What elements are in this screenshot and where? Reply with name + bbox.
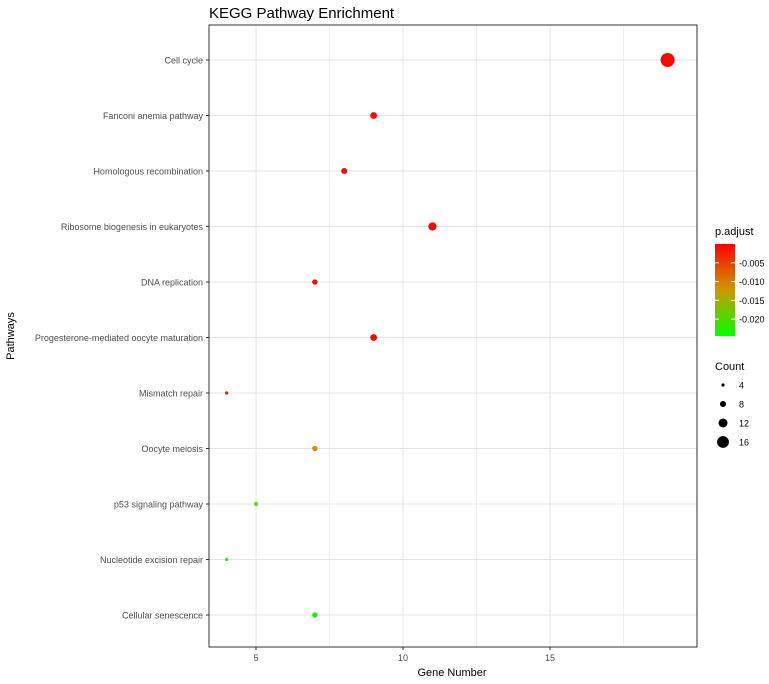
color-legend-label: -0.015 <box>739 296 765 306</box>
color-legend-bar <box>715 244 735 336</box>
data-point <box>341 168 347 174</box>
data-point <box>254 502 258 506</box>
data-point <box>225 391 228 394</box>
kegg-enrichment-chart: KEGG Pathway Enrichment Cell cycle Fancon… <box>0 0 769 684</box>
size-legend-label: 4 <box>739 381 744 391</box>
color-legend-label: -0.010 <box>739 277 765 287</box>
x-tick-label: 15 <box>545 653 555 663</box>
y-tick-label: Cellular senescence <box>122 611 203 621</box>
data-point <box>370 112 377 119</box>
y-tick-label: Progesterone-mediated oocyte maturation <box>35 333 203 343</box>
size-legend-key <box>721 383 724 386</box>
color-legend: p.adjust -0.005 -0.010 -0.015 -0.020 <box>715 226 765 336</box>
size-legend: Count 4 8 12 16 <box>715 361 749 448</box>
x-tick-label: 10 <box>398 653 408 663</box>
y-tick-label: p53 signaling pathway <box>114 500 204 510</box>
data-point <box>225 558 228 561</box>
y-axis: Cell cycle Fanconi anemia pathway Homologo… <box>35 56 209 621</box>
size-legend-key <box>720 401 726 407</box>
y-tick-label: Nucleotide excision repair <box>100 555 203 565</box>
color-legend-title: p.adjust <box>715 226 754 238</box>
size-legend-label: 12 <box>739 419 749 429</box>
chart-title: KEGG Pathway Enrichment <box>209 5 395 22</box>
y-tick-label: Mismatch repair <box>139 389 203 399</box>
color-legend-label: -0.005 <box>739 258 765 268</box>
size-legend-label: 16 <box>739 438 749 448</box>
y-tick-label: Cell cycle <box>164 56 203 66</box>
data-point <box>661 53 675 67</box>
data-point <box>370 334 377 341</box>
data-point <box>428 222 436 230</box>
y-tick-label: DNA replication <box>141 278 203 288</box>
size-legend-title: Count <box>715 361 744 373</box>
data-point <box>312 612 317 617</box>
x-axis: 5 10 15 <box>254 647 555 663</box>
data-point <box>312 279 317 284</box>
y-tick-label: Homologous recombination <box>93 167 203 177</box>
grid <box>209 25 697 647</box>
size-legend-key <box>717 436 729 448</box>
data-points <box>225 53 675 618</box>
color-legend-label: -0.020 <box>739 315 765 325</box>
size-legend-label: 8 <box>739 400 744 410</box>
y-tick-label: Ribosome biogenesis in eukaryotes <box>61 222 204 232</box>
x-axis-title: Gene Number <box>417 667 486 679</box>
y-tick-label: Fanconi anemia pathway <box>103 111 204 121</box>
y-tick-label: Oocyte meiosis <box>141 444 203 454</box>
size-legend-key <box>719 419 728 428</box>
x-tick-label: 5 <box>254 653 259 663</box>
y-axis-title: Pathways <box>5 312 17 360</box>
data-point <box>312 446 317 451</box>
